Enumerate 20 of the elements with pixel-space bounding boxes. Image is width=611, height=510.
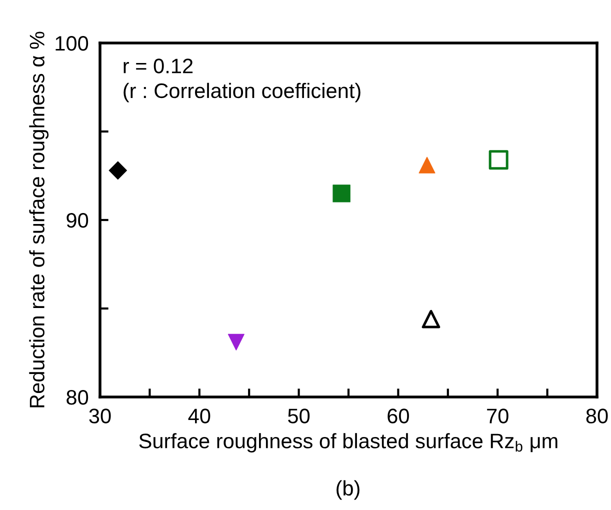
x-tick-label: 50 — [288, 408, 310, 424]
text: (b) — [336, 480, 360, 500]
annotation: (r : Correlation coefficient) — [124, 82, 360, 102]
point — [108, 161, 128, 180]
x-tick-label: 70 — [487, 408, 508, 424]
y-tick-label: 90 — [66, 213, 88, 228]
y-tick-label: 100 — [56, 36, 88, 51]
y-tick-label: 80 — [66, 390, 88, 405]
point — [418, 156, 436, 174]
x-axis-title: Surface roughness of blasted surface Rz$_{b}$ μm — [139, 433, 558, 453]
annotation: r = 0.12 — [124, 58, 193, 74]
x-tick-label: 60 — [388, 408, 409, 424]
point — [422, 310, 440, 328]
point — [228, 334, 244, 350]
x-tick-label: 30 — [89, 408, 111, 424]
x-tick-label: 40 — [188, 408, 210, 424]
point — [488, 150, 508, 170]
y-axis-title: Reduction rate of surface roughness α % — [29, 32, 49, 408]
point — [332, 184, 350, 202]
x-tick-label: 80 — [586, 408, 608, 424]
